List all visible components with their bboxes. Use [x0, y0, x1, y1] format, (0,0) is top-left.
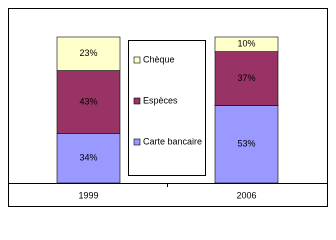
value-label: 23%: [79, 48, 97, 58]
value-label: 53%: [237, 139, 255, 149]
bar-segment: [214, 105, 279, 184]
bar-segment: [214, 51, 279, 106]
legend-label: Espèces: [143, 95, 178, 105]
bar-segment: [56, 36, 121, 71]
legend-label: Chèque: [143, 54, 175, 64]
bar-segment: [214, 36, 279, 52]
value-label: 43%: [79, 96, 97, 106]
legend-label: Carte bancaire: [143, 136, 202, 146]
chart: 34% 43% 23% 1999 53% 37% 10% 2006 Carte bancaire…: [8, 8, 328, 207]
legend: [128, 40, 206, 176]
value-label: 34%: [79, 153, 97, 163]
legend-swatch: [133, 56, 141, 64]
bar-segment: [56, 133, 121, 184]
x-tick-label: 2006: [236, 190, 256, 200]
value-label: 10%: [237, 39, 255, 49]
x-tick-label: 1999: [78, 190, 98, 200]
legend-swatch: [133, 138, 141, 146]
legend-swatch: [133, 97, 141, 105]
value-label: 37%: [237, 73, 255, 83]
bar-segment: [56, 70, 121, 134]
